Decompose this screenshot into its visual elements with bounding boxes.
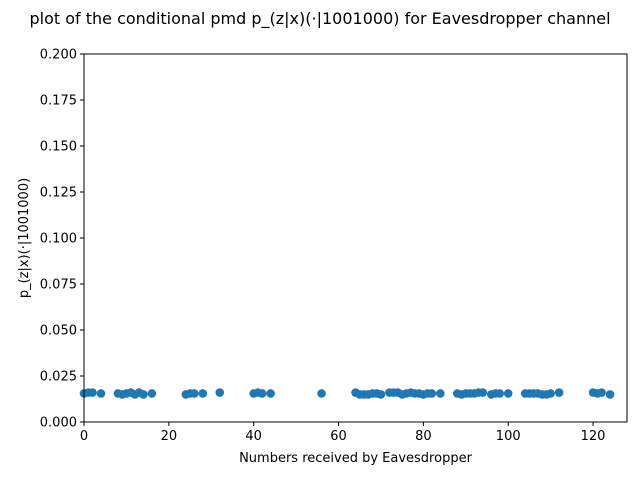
x-tick-label: 80 [415,429,432,444]
x-tick-label: 120 [581,429,606,444]
x-axis-label: Numbers received by Eavesdropper [239,451,473,466]
y-axis-label: p_(z|x)(·|1001000) [17,178,32,298]
y-tick-label: 0.150 [40,140,77,155]
scatter-point [495,389,505,398]
x-tick-label: 20 [161,429,178,444]
scatter-point [503,389,513,398]
x-tick-label: 60 [330,429,347,444]
data-points [79,388,615,399]
y-tick-label: 0.075 [40,278,77,293]
scatter-point [147,389,157,398]
x-tick-label: 0 [80,429,88,444]
scatter-point [139,390,148,399]
scatter-point [546,389,555,398]
scatter-point [266,389,275,398]
y-tick-label: 0.200 [40,48,77,63]
scatter-point [597,388,606,397]
y-tick-label: 0.175 [40,94,77,109]
x-tick-label: 100 [496,429,521,444]
scatter-point [605,390,615,399]
plot-frame [83,53,628,423]
y-tick-label: 0.100 [40,232,77,247]
y-tick-label: 0.125 [40,186,77,201]
scatter-point [189,389,199,398]
x-axis-ticks: 0 20 40 60 80 100 120 [80,422,606,444]
scatter-point [478,388,488,397]
scatter-point [96,389,106,398]
scatter-point [215,388,225,397]
scatter-point [376,390,386,399]
scatter-point [88,388,97,397]
y-tick-label: 0.000 [40,416,77,431]
y-tick-label: 0.050 [40,324,77,339]
scatter-point [317,389,326,398]
scatter-point [198,389,208,398]
scatter-point [257,389,267,398]
scatter-point [427,389,437,398]
scatter-point [554,388,564,397]
chart-title: plot of the conditional pmd p_(z|x)(·|10… [29,9,610,29]
x-tick-label: 40 [245,429,262,444]
scatter-point [436,389,445,398]
y-tick-label: 0.025 [40,370,77,385]
y-axis-ticks: 0.000 0.025 0.050 0.075 0.100 0.125 0.150 0.175… [40,48,84,431]
